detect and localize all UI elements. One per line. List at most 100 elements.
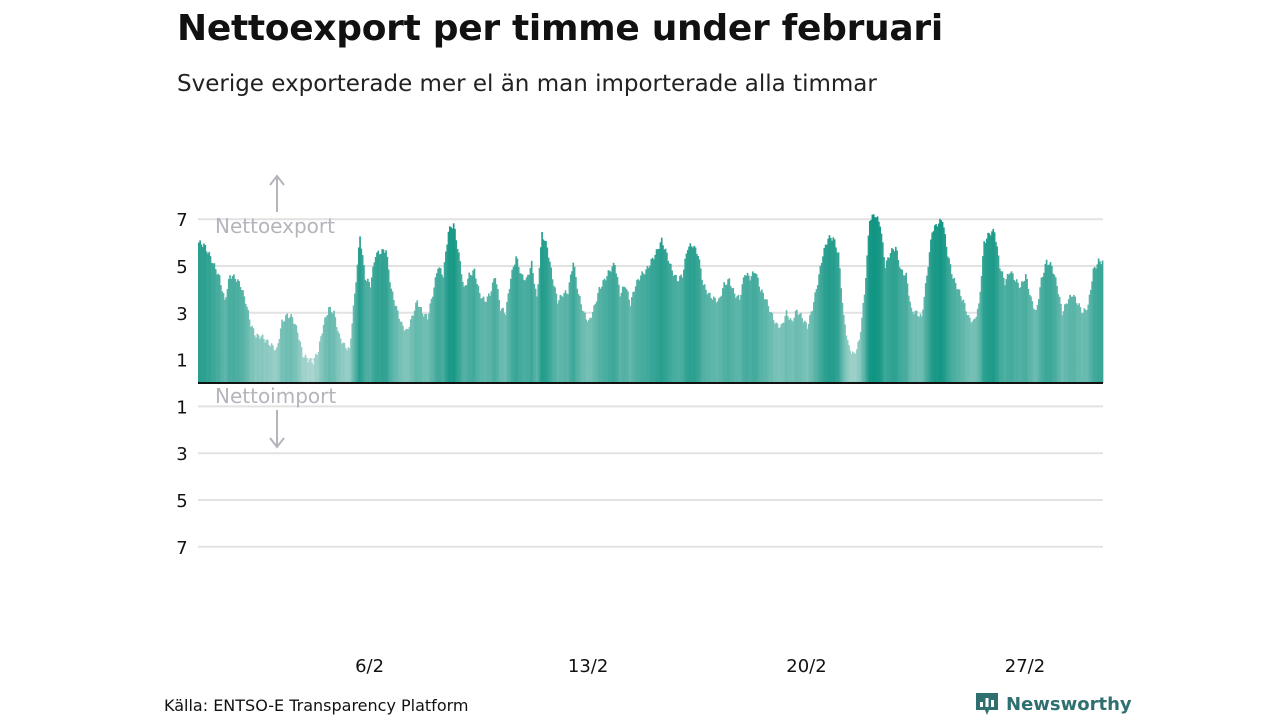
y-tick-label: 7 — [176, 210, 187, 231]
bar — [290, 314, 292, 383]
bar — [1001, 271, 1004, 383]
bar — [962, 299, 965, 383]
bar — [484, 301, 486, 383]
bar — [985, 238, 988, 383]
bar — [852, 351, 854, 383]
bar — [631, 297, 633, 383]
bar — [387, 269, 390, 383]
bar — [744, 275, 746, 383]
bar — [1009, 273, 1012, 383]
bar — [442, 277, 445, 383]
bar — [1071, 296, 1074, 383]
bar — [880, 233, 883, 383]
bar — [1032, 308, 1035, 383]
bar — [1039, 287, 1041, 383]
bar — [309, 357, 312, 383]
bar — [884, 268, 887, 383]
bar — [738, 299, 741, 383]
bar — [1041, 276, 1044, 383]
bar — [810, 311, 813, 383]
bar — [842, 314, 845, 383]
bar — [264, 342, 266, 383]
bar — [346, 350, 348, 383]
bar — [389, 282, 391, 383]
bar — [250, 327, 252, 383]
bar — [465, 285, 468, 383]
bar — [585, 319, 588, 383]
bar — [943, 227, 945, 383]
bar — [948, 258, 950, 383]
bar — [493, 278, 495, 383]
bar — [710, 298, 712, 383]
bar — [403, 330, 406, 383]
bar — [664, 248, 667, 383]
bar — [807, 323, 810, 383]
bar — [486, 296, 489, 383]
bar — [610, 271, 612, 383]
bar — [459, 261, 462, 383]
bar — [487, 293, 490, 383]
bar — [1024, 274, 1027, 383]
bar — [564, 290, 567, 383]
bar — [659, 242, 662, 383]
bar — [413, 310, 416, 383]
bar — [343, 342, 346, 383]
bar — [790, 320, 793, 383]
bar — [727, 279, 729, 383]
bar — [281, 319, 283, 383]
bar — [542, 239, 545, 383]
bar — [837, 252, 840, 383]
bar — [322, 324, 325, 383]
bar — [720, 295, 723, 383]
bar — [1036, 304, 1039, 383]
bar — [380, 253, 382, 383]
bar — [594, 303, 597, 383]
bar — [214, 269, 217, 383]
x-tick-label: 27/2 — [1005, 656, 1045, 677]
bar — [789, 318, 792, 383]
bar — [231, 275, 234, 383]
bar — [777, 328, 780, 383]
bar — [532, 273, 534, 383]
bar — [998, 268, 1001, 383]
bar — [458, 252, 460, 383]
bar — [827, 238, 829, 383]
bar — [441, 274, 443, 383]
bar — [970, 322, 973, 383]
bar — [606, 276, 608, 383]
bar — [831, 240, 833, 383]
bar — [467, 278, 469, 383]
bar — [411, 315, 413, 383]
bar — [775, 322, 777, 383]
bar — [1030, 296, 1032, 383]
bar — [390, 288, 393, 383]
bar — [238, 281, 240, 383]
bar — [415, 302, 417, 383]
bar — [709, 292, 711, 383]
bar — [443, 262, 446, 383]
bar — [809, 315, 811, 383]
bar — [881, 242, 884, 383]
bar — [774, 323, 776, 383]
bar — [1080, 313, 1083, 383]
bar — [452, 223, 455, 383]
bar — [871, 214, 874, 383]
bar — [620, 292, 623, 383]
bar — [966, 314, 969, 383]
bar — [917, 315, 919, 383]
bar — [230, 278, 233, 383]
bar — [741, 284, 744, 383]
bar — [1048, 264, 1051, 383]
bar — [737, 294, 740, 383]
bar — [1010, 271, 1013, 383]
bar — [663, 249, 666, 383]
bar — [563, 293, 566, 383]
bar — [437, 268, 439, 383]
bar — [913, 314, 915, 383]
bar — [845, 335, 848, 383]
bar — [211, 262, 213, 383]
chart-area: 7 5 3 1 1 3 5 7 Nettoexport Nettoimport 6/2 13/2 20/… — [176, 174, 1104, 677]
bar — [307, 362, 309, 383]
bar — [451, 228, 454, 383]
bar — [1004, 285, 1006, 383]
